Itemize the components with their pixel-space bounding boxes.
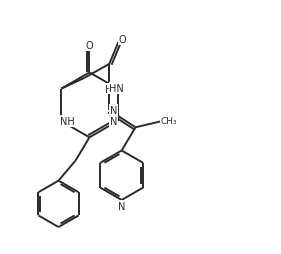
Text: O: O [86, 41, 93, 51]
Text: N: N [110, 117, 117, 126]
Text: NH: NH [60, 117, 75, 126]
Text: CH₃: CH₃ [160, 117, 177, 125]
Text: O: O [119, 35, 126, 45]
Text: HN: HN [105, 84, 119, 94]
Text: N: N [118, 201, 125, 211]
Text: HN: HN [109, 84, 124, 94]
Text: N: N [110, 106, 117, 116]
